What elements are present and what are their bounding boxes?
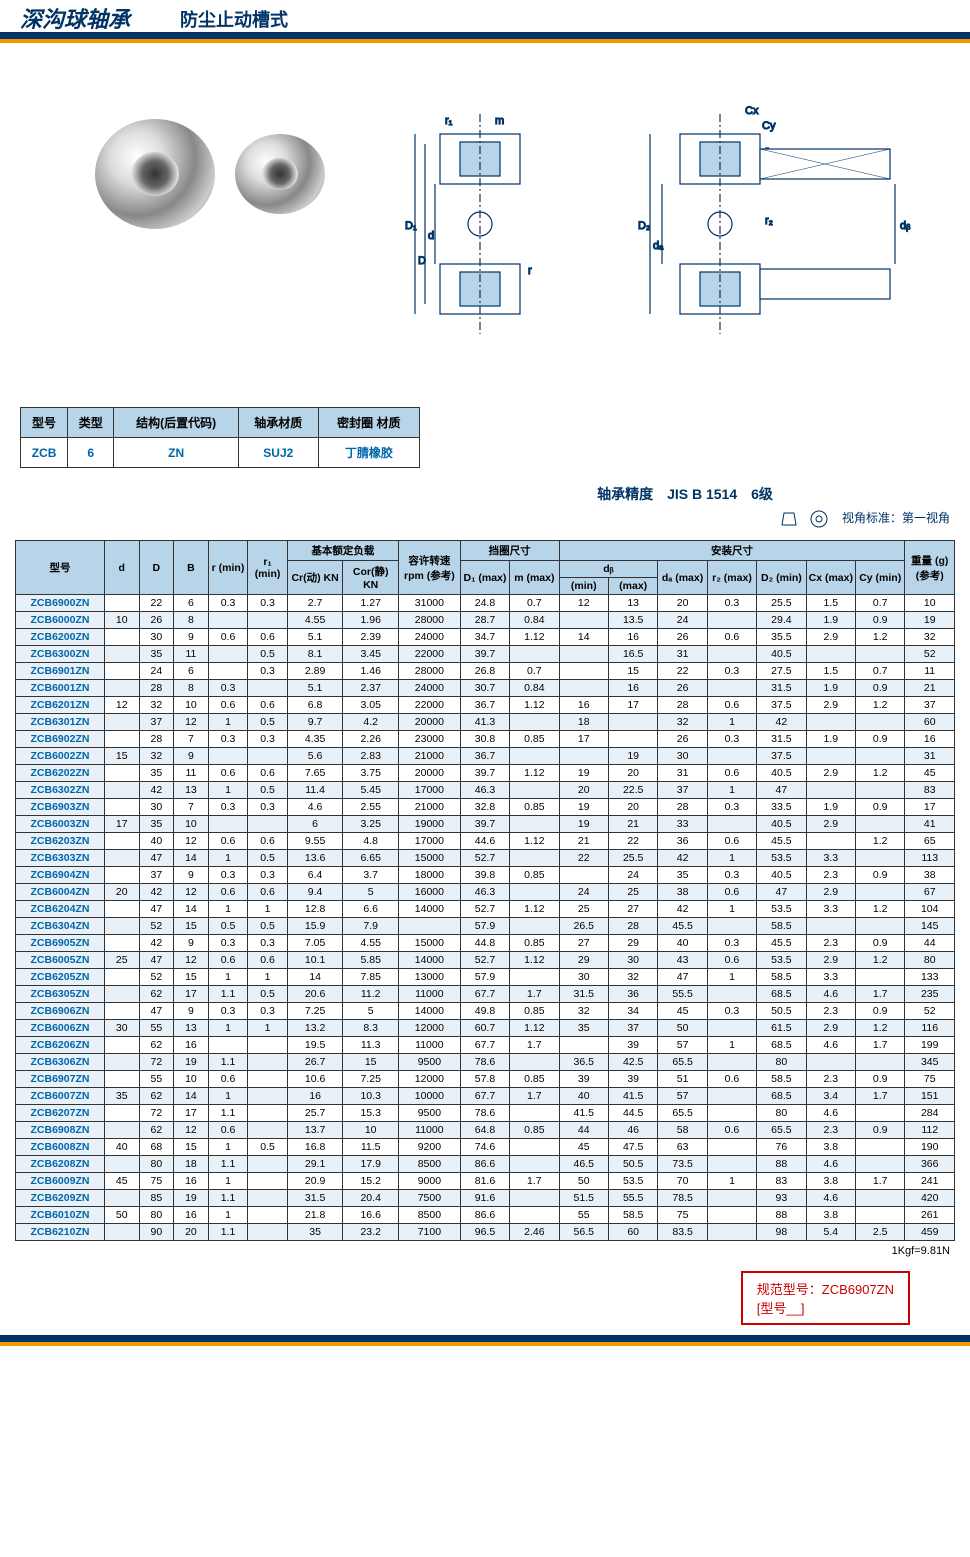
table-row: ZCB6200ZN3090.60.65.12.392400034.71.1214… <box>16 629 955 646</box>
table-row: ZCB6304ZN52150.50.515.97.957.926.52845.5… <box>16 918 955 935</box>
table-row: ZCB6905ZN4290.30.37.054.551500044.80.852… <box>16 935 955 952</box>
sub-title: 防尘止动槽式 <box>180 6 288 32</box>
header-stripe <box>0 32 970 50</box>
table-row: ZCB6907ZN55100.610.67.251200057.80.85393… <box>16 1071 955 1088</box>
table-row: ZCB6904ZN3790.30.36.43.71800039.80.85243… <box>16 867 955 884</box>
info-v0: ZCB <box>21 438 68 468</box>
table-row: ZCB6301ZN371210.59.74.22000041.318321426… <box>16 714 955 731</box>
svg-text:d: d <box>428 230 434 242</box>
table-row: ZCB6900ZN2260.30.32.71.273100024.80.7121… <box>16 595 955 612</box>
info-h2: 结构(后置代码) <box>114 408 239 438</box>
table-row: ZCB6206ZN621619.511.31100067.71.73957168… <box>16 1037 955 1054</box>
svg-text:dₐ: dₐ <box>653 240 664 252</box>
spec-model-box: 规范型号：ZCB6907ZN [型号__] <box>741 1271 910 1325</box>
precision-text: 轴承精度 JIS B 1514 6级 <box>0 484 970 504</box>
info-v2: ZN <box>114 438 239 468</box>
technical-diagram: D₁ D d r₁ m r D₂ dₐ dᵦ r₂ r₂ Cx Cy <box>400 94 950 377</box>
table-row: ZCB6902ZN2870.30.34.352.262300030.80.851… <box>16 731 955 748</box>
svg-text:r₁: r₁ <box>445 115 453 127</box>
svg-text:r: r <box>528 265 532 277</box>
svg-text:D: D <box>418 255 426 267</box>
table-row: ZCB6000ZN102684.551.962800028.70.8413.52… <box>16 612 955 629</box>
table-row: ZCB6205ZN521511147.851300057.9303247158.… <box>16 969 955 986</box>
table-row: ZCB6903ZN3070.30.34.62.552100032.80.8519… <box>16 799 955 816</box>
info-v4: 丁腈橡胶 <box>318 438 419 468</box>
table-row: ZCB6010ZN508016121.816.6850086.65558.575… <box>16 1207 955 1224</box>
table-row: ZCB6003ZN17351063.251900039.719213340.52… <box>16 816 955 833</box>
footer-stripe <box>0 1335 970 1375</box>
svg-text:r₂: r₂ <box>765 215 773 227</box>
table-row: ZCB6201ZN1232100.60.66.83.052200036.71.1… <box>16 697 955 714</box>
product-photo <box>20 94 400 254</box>
info-h3: 轴承材质 <box>238 408 318 438</box>
table-row: ZCB6908ZN62120.613.7101100064.80.8544465… <box>16 1122 955 1139</box>
table-row: ZCB6004ZN2042120.60.69.451600046.3242538… <box>16 884 955 901</box>
footer-note: 1Kgf=9.81N <box>20 1245 950 1257</box>
svg-text:D₂: D₂ <box>638 220 650 232</box>
table-row: ZCB6204ZN47141112.86.61400052.71.1225274… <box>16 901 955 918</box>
table-row: ZCB6006ZN3055131113.28.31200060.71.12353… <box>16 1020 955 1037</box>
table-row: ZCB6208ZN80181.129.117.9850086.646.550.5… <box>16 1156 955 1173</box>
table-row: ZCB6901ZN2460.32.891.462800026.80.715220… <box>16 663 955 680</box>
view-standard: 视角标准：第一视角 <box>0 508 950 530</box>
info-h1: 类型 <box>68 408 114 438</box>
table-row: ZCB6210ZN90201.13523.2710096.52.4656.560… <box>16 1224 955 1241</box>
svg-text:D₁: D₁ <box>405 220 417 232</box>
table-row: ZCB6306ZN72191.126.715950078.636.542.565… <box>16 1054 955 1071</box>
table-row: ZCB6002ZN153295.62.832100036.7193037.531 <box>16 748 955 765</box>
table-row: ZCB6202ZN35110.60.67.653.752000039.71.12… <box>16 765 955 782</box>
table-row: ZCB6008ZN40681510.516.811.5920074.64547.… <box>16 1139 955 1156</box>
info-v3: SUJ2 <box>238 438 318 468</box>
info-h0: 型号 <box>21 408 68 438</box>
main-title: 深沟球轴承 <box>20 2 130 34</box>
table-row: ZCB6007ZN35621411610.31000067.71.74041.5… <box>16 1088 955 1105</box>
table-row: ZCB6009ZN457516120.915.2900081.61.75053.… <box>16 1173 955 1190</box>
table-row: ZCB6302ZN421310.511.45.451700046.32022.5… <box>16 782 955 799</box>
info-h4: 密封圈 材质 <box>318 408 419 438</box>
table-row: ZCB6203ZN40120.60.69.554.81700044.61.122… <box>16 833 955 850</box>
info-table: 型号 类型 结构(后置代码) 轴承材质 密封圈 材质 ZCB 6 ZN SUJ2… <box>20 407 420 468</box>
info-v1: 6 <box>68 438 114 468</box>
table-row: ZCB6305ZN62171.10.520.611.21100067.71.73… <box>16 986 955 1003</box>
svg-text:Cy: Cy <box>762 120 776 132</box>
table-row: ZCB6300ZN35110.58.13.452200039.716.53140… <box>16 646 955 663</box>
table-row: ZCB6005ZN2547120.60.610.15.851400052.71.… <box>16 952 955 969</box>
main-spec-table: 型号 d D B r (min) r₁ (min) 基本额定负载 容许转速 rp… <box>15 540 955 1241</box>
svg-text:m: m <box>495 115 504 127</box>
svg-text:dᵦ: dᵦ <box>900 220 911 232</box>
svg-text:Cx: Cx <box>745 105 759 117</box>
table-row: ZCB6207ZN72171.125.715.3950078.641.544.5… <box>16 1105 955 1122</box>
table-row: ZCB6001ZN2880.35.12.372400030.70.8416263… <box>16 680 955 697</box>
table-row: ZCB6303ZN471410.513.66.651500052.72225.5… <box>16 850 955 867</box>
table-row: ZCB6906ZN4790.30.37.2551400049.80.853234… <box>16 1003 955 1020</box>
table-row: ZCB6209ZN85191.131.520.4750091.651.555.5… <box>16 1190 955 1207</box>
